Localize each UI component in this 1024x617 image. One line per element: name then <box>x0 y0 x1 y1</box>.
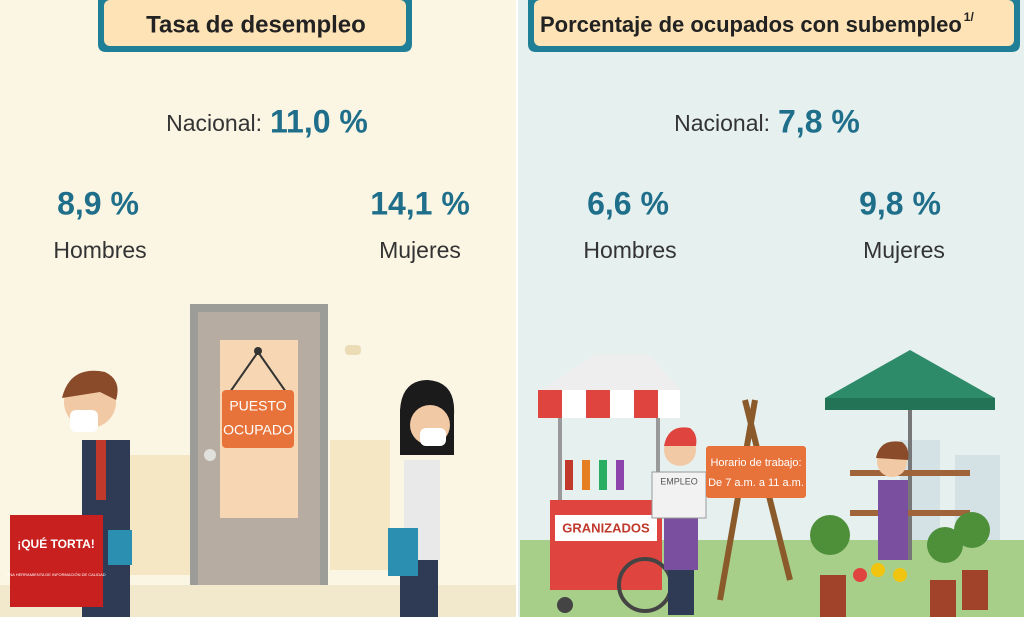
women-label: Mujeres <box>863 237 945 263</box>
schedule-text: Horario de trabajo: <box>710 457 801 469</box>
banner <box>104 0 406 46</box>
flower-stand <box>810 350 995 617</box>
women-value: 9,8 % <box>859 185 941 221</box>
door-scene: PUESTO OCUPADO <box>0 304 516 617</box>
banner <box>534 0 1014 46</box>
schedule-sign: Horario de trabajo: De 7 a.m. a 11 a.m. <box>706 399 806 601</box>
logo: ¡QUÉ TORTA! UNA HERRAMIENTA DE INFORMACI… <box>6 515 106 607</box>
men-label: Hombres <box>53 237 146 263</box>
man <box>62 370 132 617</box>
women-value: 14,1 % <box>370 185 470 221</box>
title: Tasa de desempleo <box>146 11 366 38</box>
men-value: 8,9 % <box>57 185 139 221</box>
title: Porcentaje de ocupados con subempleo <box>540 12 962 37</box>
national-value: 11,0 % <box>270 103 368 139</box>
schedule-text: De 7 a.m. a 11 a.m. <box>708 477 804 489</box>
women-label: Mujeres <box>379 237 461 263</box>
national-label: Nacional: <box>166 110 262 136</box>
newspaper-text: EMPLEO <box>660 476 698 486</box>
footnote: 1/ <box>964 10 975 24</box>
vendor: EMPLEO <box>651 427 707 615</box>
national-label: Nacional: <box>674 110 770 136</box>
men-value: 6,6 % <box>587 185 669 221</box>
cart-label: GRANIZADOS <box>562 520 650 535</box>
national-value: 7,8 % <box>778 103 860 139</box>
men-label: Hombres <box>583 237 676 263</box>
sign-text: OCUPADO <box>223 422 293 438</box>
logo-name: ¡QUÉ TORTA! <box>17 536 95 551</box>
woman <box>388 380 455 617</box>
logo-tagline: UNA HERRAMIENTA DE INFORMACIÓN DE CALIDA… <box>6 572 105 577</box>
sign-text: PUESTO <box>229 398 286 414</box>
divider <box>516 0 518 617</box>
